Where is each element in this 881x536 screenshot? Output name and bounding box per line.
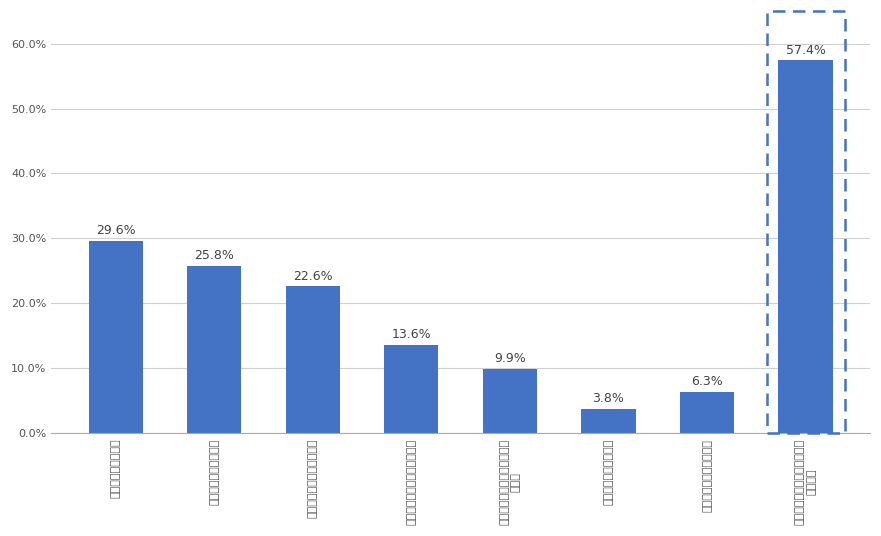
Text: 25.8%: 25.8% — [195, 249, 234, 262]
Bar — [483, 369, 537, 433]
Text: 29.6%: 29.6% — [96, 224, 136, 237]
Bar — [89, 241, 143, 433]
Text: 57.4%: 57.4% — [786, 43, 825, 57]
Bar — [285, 286, 340, 433]
Bar — [680, 392, 734, 433]
Text: 13.6%: 13.6% — [391, 328, 431, 341]
Bar — [384, 345, 439, 433]
Bar — [581, 408, 635, 433]
Text: 6.3%: 6.3% — [691, 375, 723, 389]
Bar — [779, 61, 833, 433]
Text: 22.6%: 22.6% — [293, 270, 333, 282]
Text: 3.8%: 3.8% — [593, 392, 625, 405]
Text: 9.9%: 9.9% — [494, 352, 526, 365]
Bar — [187, 266, 241, 433]
Bar — [766, 11, 845, 433]
